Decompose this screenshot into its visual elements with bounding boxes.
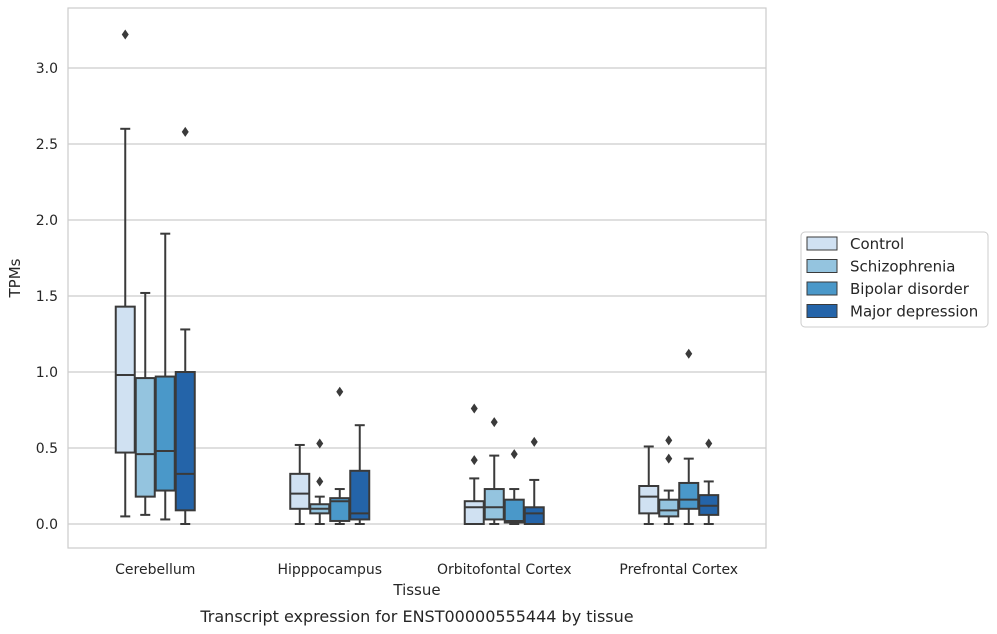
box — [698, 438, 720, 525]
outlier-point — [665, 435, 673, 446]
box — [349, 424, 371, 525]
box-body — [154, 375, 176, 492]
box-body — [678, 481, 700, 510]
box-body — [503, 498, 525, 524]
box-body — [349, 469, 371, 521]
box-body — [114, 305, 136, 454]
outlier-point — [510, 449, 518, 460]
y-tick-label: 1.0 — [36, 365, 58, 381]
box-group-2 — [463, 403, 545, 526]
outlier-point — [316, 438, 324, 449]
y-tick-label: 0.0 — [36, 517, 58, 533]
y-axis-title: TPMs — [6, 258, 24, 298]
legend-label: Bipolar disorder — [850, 280, 970, 298]
y-tick-label: 3.0 — [36, 61, 58, 77]
legend-swatch — [806, 304, 838, 318]
outlier-point — [530, 436, 538, 447]
outlier-point — [470, 455, 478, 466]
box — [154, 232, 176, 521]
box — [289, 443, 311, 525]
box-body — [523, 506, 545, 525]
outlier-point — [705, 438, 713, 449]
box-body — [134, 377, 156, 498]
legend-label: Schizophrenia — [850, 258, 955, 276]
outlier-point — [685, 348, 693, 359]
box — [134, 291, 156, 516]
x-axis-title: Tissue — [392, 581, 440, 599]
y-tick-label: 2.0 — [36, 213, 58, 229]
box-group-0 — [114, 29, 196, 525]
legend-swatch — [806, 281, 838, 296]
box-group-1 — [289, 386, 371, 525]
legend: Control Schizophrenia Bipolar disorder Majo… — [800, 231, 989, 328]
outlier-point — [665, 453, 673, 464]
x-tick-label: Prefrontal Cortex — [619, 562, 738, 578]
y-tick-label: 0.5 — [36, 441, 58, 457]
box-body — [463, 500, 485, 526]
legend-swatch — [806, 259, 838, 273]
legend-label: Major depression — [850, 303, 978, 321]
y-tick-label: 1.5 — [36, 289, 58, 305]
x-tick-label: Hipppocampus — [277, 562, 382, 578]
outlier-point — [316, 476, 324, 487]
outlier-point — [490, 417, 498, 428]
outlier-point — [121, 29, 129, 40]
box-body — [658, 498, 680, 518]
outlier-point — [336, 386, 344, 397]
box-body — [289, 472, 311, 510]
legend-swatch — [806, 236, 838, 251]
x-tick-label: Cerebellum — [115, 562, 195, 578]
box — [174, 126, 196, 525]
box-groups — [114, 29, 720, 526]
legend-frame — [800, 231, 989, 328]
box — [678, 348, 700, 525]
chart-caption: Transcript expression for ENST0000055544… — [199, 607, 633, 626]
x-tick-labels: Cerebellum Hipppocampus Orbitofontal Corte… — [115, 562, 738, 578]
outlier-point — [470, 403, 478, 414]
box-body — [174, 371, 196, 512]
x-tick-label: Orbitofontal Cortex — [437, 562, 572, 578]
box — [329, 386, 351, 525]
outlier-point — [181, 126, 189, 137]
box-body — [638, 485, 660, 515]
box — [523, 436, 545, 525]
y-tick-labels: 0.0 0.5 1.0 1.5 2.0 2.5 3.0 — [36, 61, 58, 533]
box-body — [483, 488, 505, 521]
box — [658, 435, 680, 525]
box — [483, 417, 505, 525]
box-group-3 — [638, 348, 720, 525]
legend-label: Control — [850, 235, 904, 253]
y-tick-label: 2.5 — [36, 137, 58, 153]
